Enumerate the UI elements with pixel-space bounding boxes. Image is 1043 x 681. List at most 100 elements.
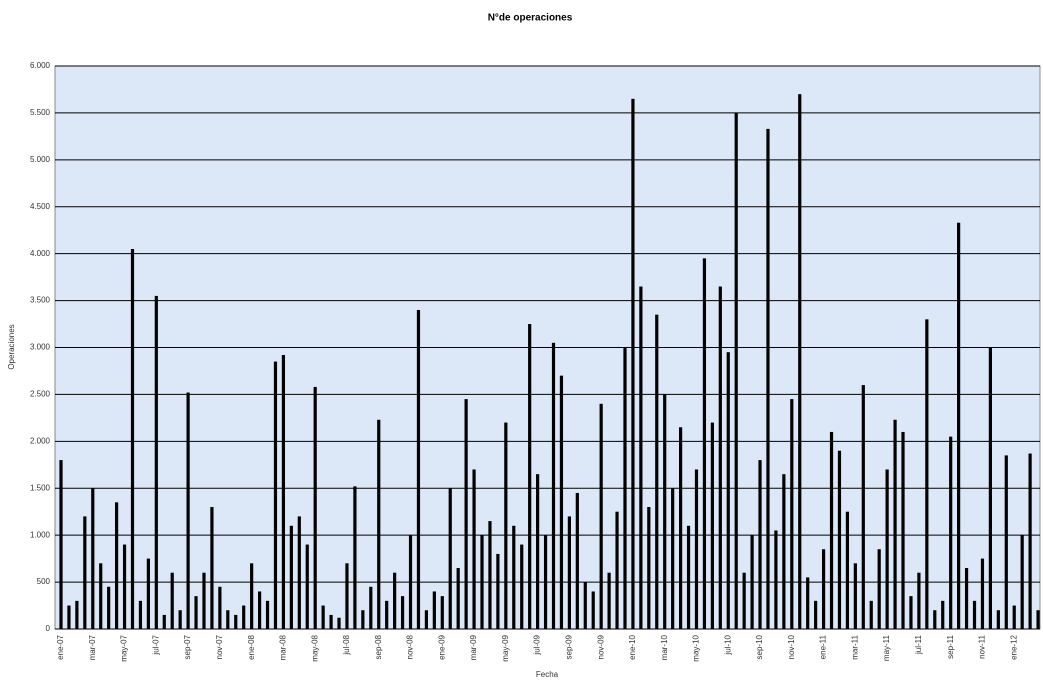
bar [59,460,63,629]
bar [734,112,738,629]
x-tick-label: jul-09 [533,634,542,655]
x-tick-label: mar-07 [88,634,97,660]
bar [607,572,611,629]
bar [408,535,413,629]
x-axis-label: Fecha [536,670,559,679]
bar [1012,605,1016,629]
x-tick-label: sep-11 [946,634,955,658]
x-tick-label: sep-10 [755,634,764,659]
x-tick-label: jul-07 [151,634,160,655]
bar [472,469,476,629]
x-tick-label: ene-10 [628,634,637,659]
x-tick-label: nov-09 [596,634,605,659]
y-tick-label: 0 [46,624,51,633]
x-tick-label: nov-08 [406,634,415,659]
bar [242,605,246,629]
bar [393,572,397,629]
bar [1004,455,1008,629]
bar [345,563,349,629]
bar [639,286,643,629]
bar [583,582,587,629]
bar [424,610,429,629]
chart-title: N°de operaciones [488,13,573,24]
bar [821,549,826,629]
bar [901,431,905,629]
y-tick-label: 5.500 [30,108,51,117]
bar [631,98,635,629]
bar [250,563,254,629]
bar [226,610,230,629]
x-tick-label: nov-07 [215,634,224,659]
bar [806,577,810,629]
y-tick-label: 5.000 [30,155,51,164]
bar [154,295,158,629]
y-tick-label: 2.500 [30,390,51,399]
bar [520,544,524,629]
bar [337,617,341,629]
bar [67,605,71,629]
bar [440,596,444,629]
bar [559,375,564,629]
bar [671,488,675,629]
x-tick-label: may-10 [692,634,701,661]
x-tick-label: ene-08 [247,634,256,659]
bar [257,591,262,629]
x-tick-label: mar-11 [850,634,859,659]
bar [694,469,699,629]
bar [567,516,571,629]
bar [964,568,969,629]
y-tick-label: 4.000 [30,249,51,258]
bar [289,525,293,629]
y-tick-label: 1.500 [30,483,51,492]
x-tick-label: jul-11 [914,634,923,655]
x-tick-label: may-08 [310,634,319,661]
bar [798,94,802,629]
bar [1020,535,1024,629]
y-axis-label: Operaciones [7,324,16,369]
bar [146,558,150,629]
bar [655,314,659,629]
x-tick-label: sep-07 [183,634,192,659]
bar [750,535,754,629]
y-tick-label: 500 [37,577,51,586]
bar [591,591,595,629]
bar [480,535,484,629]
bar [1036,610,1040,629]
bar [861,385,865,629]
bar [941,600,945,629]
bar [925,319,929,629]
bar [909,596,913,629]
y-tick-label: 3.500 [30,296,51,305]
bar [615,511,619,629]
bar [456,568,460,629]
bar [528,324,532,629]
bar [678,427,683,629]
bar [893,419,897,629]
bar [369,586,373,629]
bar [115,502,119,629]
bar [575,492,579,629]
bar [766,128,770,629]
x-tick-label: sep-09 [564,634,573,659]
y-tick-label: 3.000 [30,343,51,352]
bar [130,248,135,629]
bar [726,352,730,629]
bar [432,591,436,629]
bar [988,347,992,629]
bar [75,600,79,629]
bar [702,258,707,629]
bar [957,222,961,629]
x-tick-label: nov-11 [978,634,987,658]
bar [837,450,842,629]
x-tick-label: ene-09 [437,634,446,659]
bar [234,614,238,629]
bar [202,572,206,629]
bar [297,516,301,629]
bar [829,431,834,629]
bar [996,610,1000,629]
bar [1028,453,1032,629]
bar [91,488,95,629]
bar [385,600,389,629]
x-tick-label: mar-10 [660,634,669,660]
